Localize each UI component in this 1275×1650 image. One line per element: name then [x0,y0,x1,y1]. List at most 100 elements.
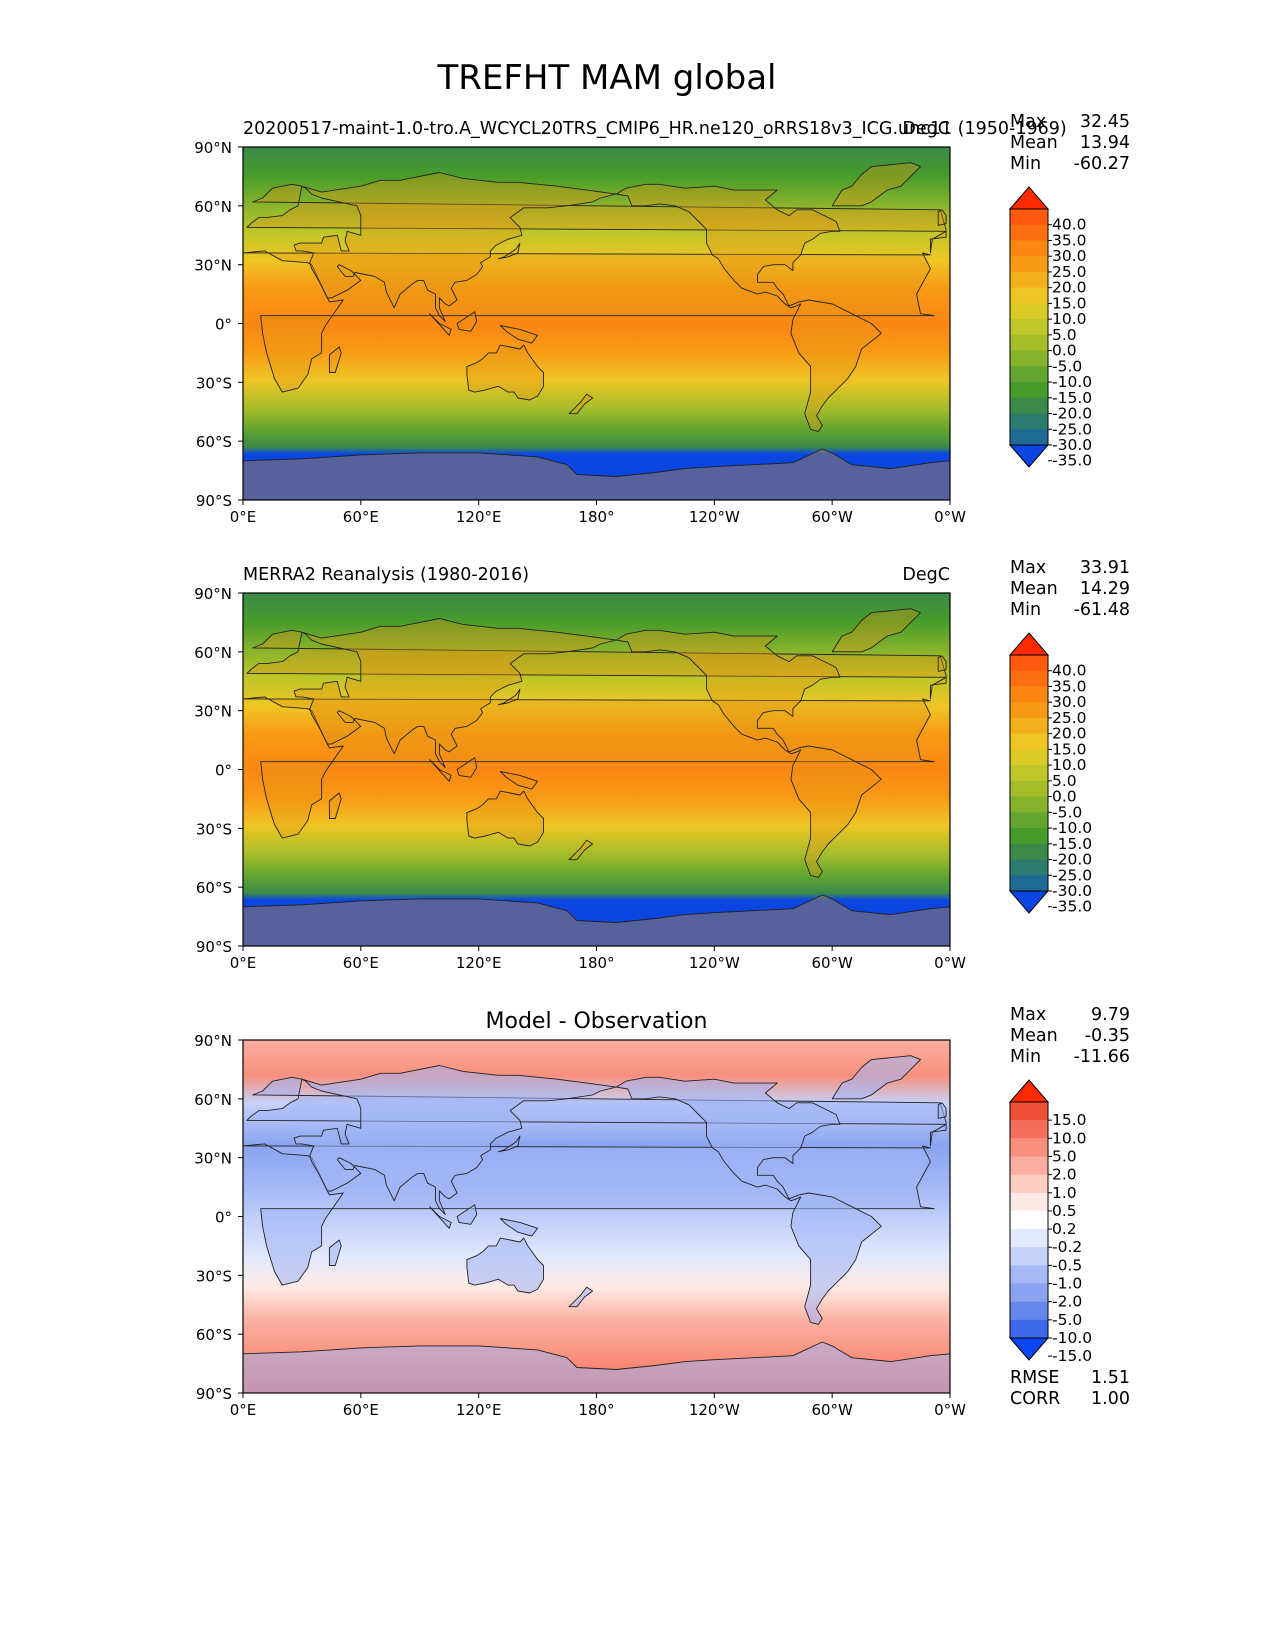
stat-label: Max [1010,112,1046,132]
colorbar: 40.035.030.025.020.015.010.05.00.0-5.0-1… [1008,632,1092,916]
colorbar-level-label: -25.0 [1052,420,1092,438]
colorbar-swatch [1010,1283,1048,1303]
coastline [328,346,342,373]
x-tick-label: 120°W [689,508,740,526]
colorbar-level-label: 35.0 [1052,677,1087,695]
coastline [242,250,935,393]
panel-title-left: MERRA2 Reanalysis (1980-2016) [243,565,529,585]
colorbar-level-label: 15.0 [1052,1111,1087,1129]
colorbar-swatch [1010,240,1048,257]
colorbar-level-label: -20.0 [1052,405,1092,423]
x-tick-label: 120°W [689,954,740,972]
colorbar-swatch [1010,765,1048,782]
colorbar-swatch [1010,366,1048,383]
stat-value: 9.79 [1091,1005,1130,1025]
y-tick-label: 30°N [194,703,232,721]
colorbar-extend-top [1008,1079,1050,1103]
coastline [242,894,951,947]
colorbar-level-label: 30.0 [1052,693,1087,711]
colorbar-swatch [1010,334,1048,352]
y-tick-label: 30°S [196,1267,232,1285]
colorbar-extend-bottom [1008,1337,1050,1361]
x-tick-label: 60°W [811,508,853,526]
coastline [456,757,478,778]
coastline [456,1204,478,1225]
coastline [497,242,521,260]
colorbar-level-label: 1.0 [1052,1184,1077,1202]
coastline [466,344,544,401]
x-tick-label: 120°E [456,1401,502,1419]
x-tick-label: 0°W [934,954,966,972]
panel-title-center: Model - Observation [486,1009,708,1034]
colorbar-level-label: -0.2 [1052,1238,1082,1256]
x-tick-label: 60°W [811,954,853,972]
colorbar-level-label: -0.5 [1052,1256,1082,1274]
x-tick-label: 60°E [343,1401,379,1419]
colorbar-swatch [1010,717,1048,735]
colorbar-swatch [1010,1138,1048,1157]
colorbar-swatch [1010,1210,1048,1230]
colorbar-level-label: -5.0 [1052,803,1082,821]
colorbar-level-label: -10.0 [1052,819,1092,837]
coastline [328,792,342,819]
coastline [831,1055,921,1100]
y-tick-label: 60°S [196,1326,232,1344]
colorbar-swatch [1010,1229,1048,1248]
coastline [466,790,544,847]
colorbar-level-label: 0.0 [1052,788,1077,806]
x-tick-label: 180° [578,508,614,526]
y-tick-label: 90°N [194,1032,232,1050]
colorbar-level-label: 25.0 [1052,263,1087,281]
colorbar-level-label: 15.0 [1052,294,1087,312]
colorbar-swatch [1010,319,1048,336]
coastline [615,629,882,878]
stat-label: Min [1010,154,1041,174]
colorbar-level-label: 30.0 [1052,247,1087,265]
stat-value: 33.91 [1080,558,1130,578]
colorbar-level-label: -15.0 [1052,835,1092,853]
stat-label: Max [1010,1005,1046,1025]
x-tick-label: 0°E [230,508,257,526]
coastline [466,1237,544,1294]
panel-units: DegC [902,119,950,139]
coastline [328,1239,342,1266]
colorbar-swatch [1010,413,1048,430]
colorbar-level-label: -35.0 [1052,898,1092,916]
y-tick-label: 30°N [194,1150,232,1168]
stat-value: -60.27 [1074,154,1130,174]
x-tick-label: 60°E [343,508,379,526]
coastline [246,629,947,700]
coastline [831,608,921,653]
colorbar-swatch [1010,733,1048,750]
coastline [293,172,617,322]
metric-label: CORR [1010,1389,1060,1409]
coastline [499,325,539,344]
stat-label: Max [1010,558,1046,578]
coastline [246,1076,947,1147]
colorbar-level-label: -20.0 [1052,851,1092,869]
colorbar-swatch [1010,702,1048,719]
metric-value: 1.51 [1091,1368,1130,1388]
map-panel-test: 20200517-maint-1.0-tro.A_WCYCL20TRS_CMIP… [194,112,1130,526]
stat-value: -61.48 [1074,600,1130,620]
colorbar-level-label: 5.0 [1052,772,1077,790]
colorbar-swatch [1010,287,1048,304]
colorbar-swatch [1010,859,1048,876]
colorbar-extend-bottom [1008,444,1050,468]
coastline [429,759,452,782]
colorbar-level-label: -25.0 [1052,866,1092,884]
colorbar-swatch [1010,828,1048,845]
coastline [937,209,947,226]
colorbar-frame [1009,654,1049,892]
metric-label: RMSE [1010,1368,1059,1388]
page-title: TREFHT MAM global [436,58,776,98]
colorbar-frame [1009,208,1049,446]
y-tick-label: 60°S [196,433,232,451]
coastline [293,1065,617,1215]
panel-title-left: 20200517-maint-1.0-tro.A_WCYCL20TRS_CMIP… [243,119,1067,139]
y-tick-label: 30°S [196,374,232,392]
colorbar-level-label: 10.0 [1052,1129,1087,1147]
stat-value: -11.66 [1074,1047,1130,1067]
y-tick-label: 90°N [194,585,232,603]
colorbar-level-label: -10.0 [1052,373,1092,391]
